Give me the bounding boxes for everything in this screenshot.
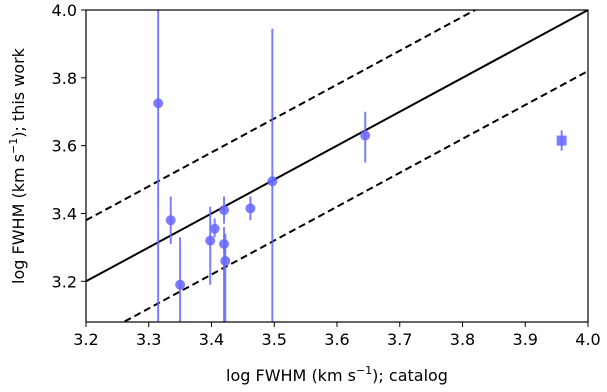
y-tick-label: 3.6 — [52, 137, 77, 156]
data-point — [360, 130, 371, 141]
data-point — [153, 98, 164, 109]
data-point — [165, 215, 176, 226]
x-tick-label: 3.4 — [199, 330, 224, 349]
x-tick-label: 4.0 — [575, 330, 600, 349]
data-point — [219, 205, 230, 216]
x-tick-label: 3.7 — [387, 330, 412, 349]
offset-line-1 — [86, 10, 478, 222]
plot-area — [86, 10, 588, 322]
data-point — [175, 279, 186, 290]
x-axis: 3.2 3.3 3.4 3.5 3.6 3.7 3.8 3.9 4.0 — [73, 322, 601, 349]
y-tick-label: 3.8 — [52, 69, 77, 88]
data-point-square — [556, 135, 567, 146]
data-point — [267, 176, 278, 187]
y-tick-label: 3.4 — [52, 204, 77, 223]
y-tick-label: 3.2 — [52, 272, 77, 291]
data-point — [219, 239, 230, 249]
x-tick-label: 3.3 — [136, 330, 161, 349]
x-tick-label: 3.5 — [262, 330, 287, 349]
data-point — [245, 203, 256, 214]
data-point — [220, 255, 231, 266]
data-point — [205, 235, 216, 246]
x-tick-label: 3.2 — [73, 330, 98, 349]
y-axis-label: log FWHM (km s−1); this work — [7, 47, 28, 284]
x-tick-label: 3.8 — [450, 330, 475, 349]
y-tick-label: 4.0 — [52, 1, 77, 20]
one-to-one-line — [86, 10, 588, 283]
x-axis-label: log FWHM (km s−1); catalog — [226, 364, 448, 385]
x-tick-label: 3.6 — [324, 330, 349, 349]
x-tick-label: 3.9 — [513, 330, 538, 349]
plot-frame — [85, 9, 589, 323]
offset-line-2 — [121, 70, 588, 322]
y-axis: 3.2 3.4 3.6 3.8 4.0 — [52, 1, 86, 291]
data-point — [209, 223, 220, 234]
